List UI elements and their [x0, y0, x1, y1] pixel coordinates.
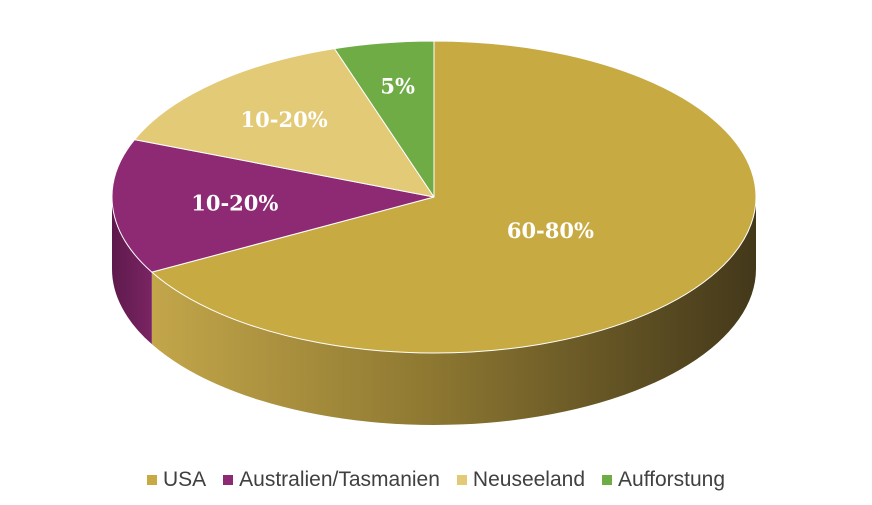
legend: USA Australien/Tasmanien Neuseeland Auffors… [0, 466, 872, 494]
legend-swatch [223, 475, 234, 485]
pie-data-labels: 60-80% 10-20% 10-20% 5% [191, 74, 594, 243]
pie-sides [112, 197, 757, 425]
legend-label: Australien/Tasmanien [239, 468, 440, 491]
legend-label: USA [162, 468, 207, 491]
pie-side-usa [151, 197, 757, 425]
pie-slice-usa [151, 40, 757, 354]
pie-tops [111, 40, 757, 354]
legend-label: Neuseeland [472, 468, 586, 491]
legend-item-neuseeland: Neuseeland [456, 468, 586, 492]
legend-item-australien-tasmanien: Australien/Tasmanien [223, 468, 440, 492]
data-label-usa: 60-80% [507, 218, 594, 243]
legend-swatch [146, 475, 157, 485]
legend-label: Aufforstung [618, 468, 726, 491]
data-label-neuseeland: 10-20% [241, 107, 328, 132]
legend-swatch [456, 475, 467, 485]
data-label-australien-tasmanien: 10-20% [191, 191, 278, 216]
legend-item-aufforstung: Aufforstung [602, 468, 725, 492]
pie-slice-aufforstung [333, 40, 435, 198]
legend-item-usa: USA [146, 468, 207, 492]
pie-side-australien-tasmanien [112, 197, 152, 345]
pie-slice-australien-tasmanien [111, 139, 435, 273]
legend-swatch [602, 475, 613, 485]
data-label-aufforstung: 5% [380, 74, 415, 99]
